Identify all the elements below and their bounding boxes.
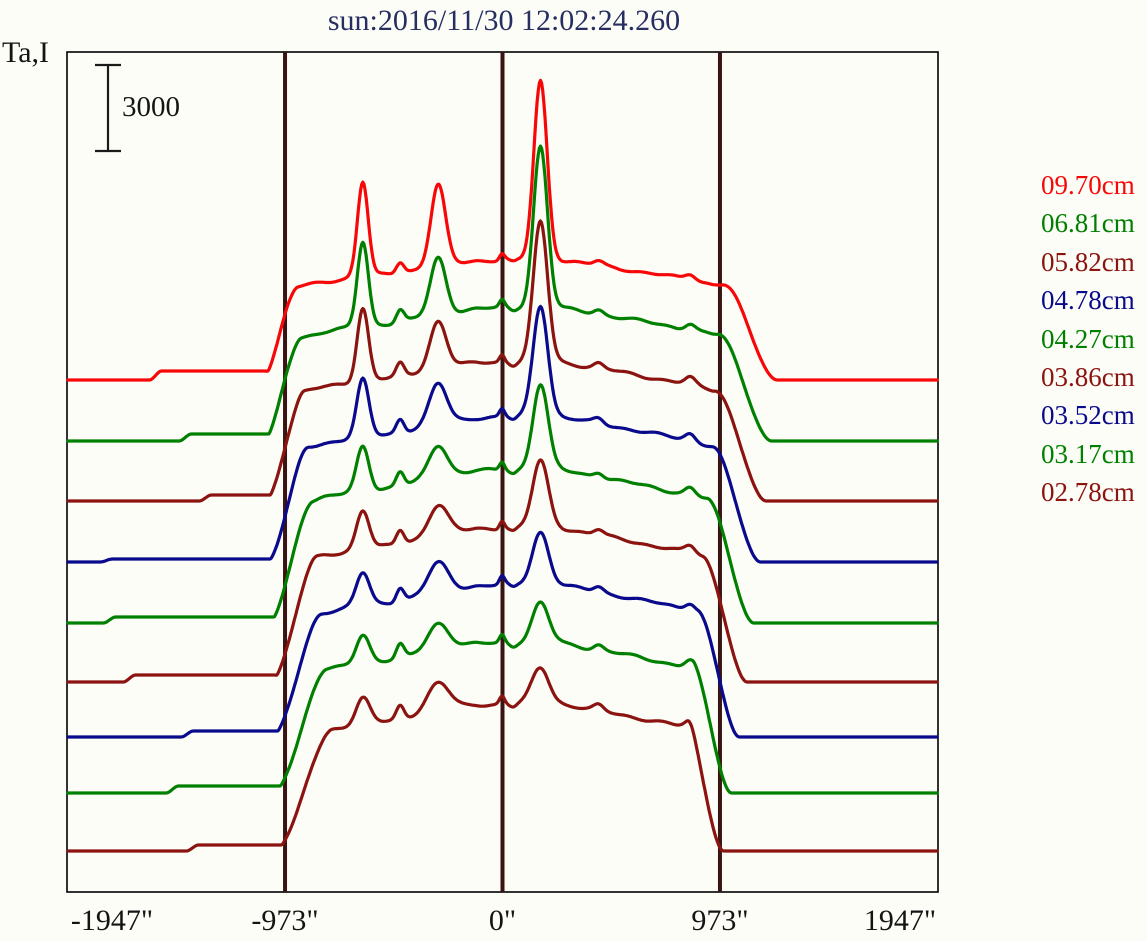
scan-curve-09.70cm	[66, 78, 939, 382]
legend-item-04.78cm: 04.78cm	[1041, 285, 1135, 316]
legend-item-03.52cm: 03.52cm	[1041, 400, 1135, 431]
legend-item-09.70cm: 09.70cm	[1041, 170, 1135, 200]
intensity-scale-bar	[95, 63, 121, 153]
legend-item-03.86cm: 03.86cm	[1041, 361, 1135, 392]
legend-item-04.27cm: 04.27cm	[1041, 323, 1135, 354]
wavelength-legend: 09.70cm 06.81cm 05.82cm 04.78cm 04.27cm 03.86…	[1041, 166, 1135, 512]
legend-item-05.82cm: 05.82cm	[1041, 246, 1135, 277]
scan-curve-03.52cm	[66, 530, 939, 739]
scan-curve-03.86cm	[66, 458, 939, 684]
scan-curve-04.78cm	[66, 304, 939, 564]
scan-curve-06.81cm	[66, 144, 939, 443]
scan-curve-04.27cm	[66, 383, 939, 625]
scan-curve-02.78cm	[66, 666, 939, 853]
y-axis-label: Ta,I	[2, 36, 50, 69]
scan-curve-05.82cm	[66, 219, 939, 503]
x-tick-label--973: -973"	[251, 904, 319, 937]
x-tick-label-973: 973"	[691, 904, 749, 937]
scan-curve-03.17cm	[66, 600, 939, 795]
x-tick-label-0: 0"	[488, 904, 517, 937]
plot-title: sun:2016/11/30 12:02:24.260	[327, 4, 681, 37]
x-tick-label-1947: 1947"	[863, 904, 937, 937]
fiducial-lines	[283, 52, 722, 892]
x-tick-label--1947: -1947"	[70, 904, 154, 937]
legend-item-03.17cm: 03.17cm	[1041, 438, 1135, 469]
legend-item-02.78cm: 02.78cm	[1041, 477, 1135, 508]
legend-item-06.81cm: 06.81cm	[1041, 208, 1135, 239]
scale-bar-value: 3000	[122, 91, 180, 123]
